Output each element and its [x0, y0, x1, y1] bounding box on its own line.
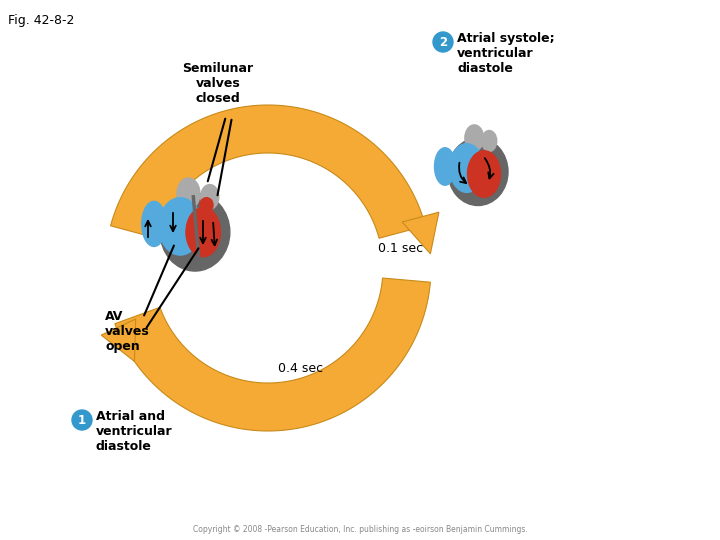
Text: Atrial and
ventricular
diastole: Atrial and ventricular diastole: [96, 410, 173, 453]
Ellipse shape: [142, 201, 166, 246]
Polygon shape: [114, 278, 431, 431]
Text: Atrial systole;
ventricular
diastole: Atrial systole; ventricular diastole: [457, 32, 554, 75]
Ellipse shape: [159, 198, 202, 255]
Ellipse shape: [177, 178, 200, 209]
Text: Fig. 42-8-2: Fig. 42-8-2: [8, 14, 74, 27]
Polygon shape: [402, 212, 439, 254]
Ellipse shape: [186, 207, 220, 256]
Ellipse shape: [160, 193, 230, 271]
Text: 2: 2: [439, 36, 447, 49]
Ellipse shape: [467, 151, 500, 197]
Circle shape: [72, 410, 92, 430]
Circle shape: [433, 32, 453, 52]
Text: Copyright © 2008 -Pearson Education, Inc. publishing as -eoirson Benjamin Cummin: Copyright © 2008 -Pearson Education, Inc…: [193, 525, 527, 534]
Text: 1: 1: [78, 414, 86, 427]
Ellipse shape: [434, 148, 456, 185]
Text: AV
valves
open: AV valves open: [105, 310, 150, 353]
Text: Semilunar
valves
closed: Semilunar valves closed: [182, 62, 253, 105]
Ellipse shape: [482, 131, 497, 152]
Ellipse shape: [465, 125, 484, 151]
Text: 0.1 sec: 0.1 sec: [378, 241, 423, 254]
Text: 0.4 sec: 0.4 sec: [278, 361, 323, 375]
Ellipse shape: [201, 185, 219, 209]
Ellipse shape: [448, 138, 508, 206]
Ellipse shape: [450, 144, 484, 192]
Polygon shape: [102, 319, 135, 361]
Polygon shape: [111, 105, 426, 238]
Ellipse shape: [200, 198, 213, 212]
